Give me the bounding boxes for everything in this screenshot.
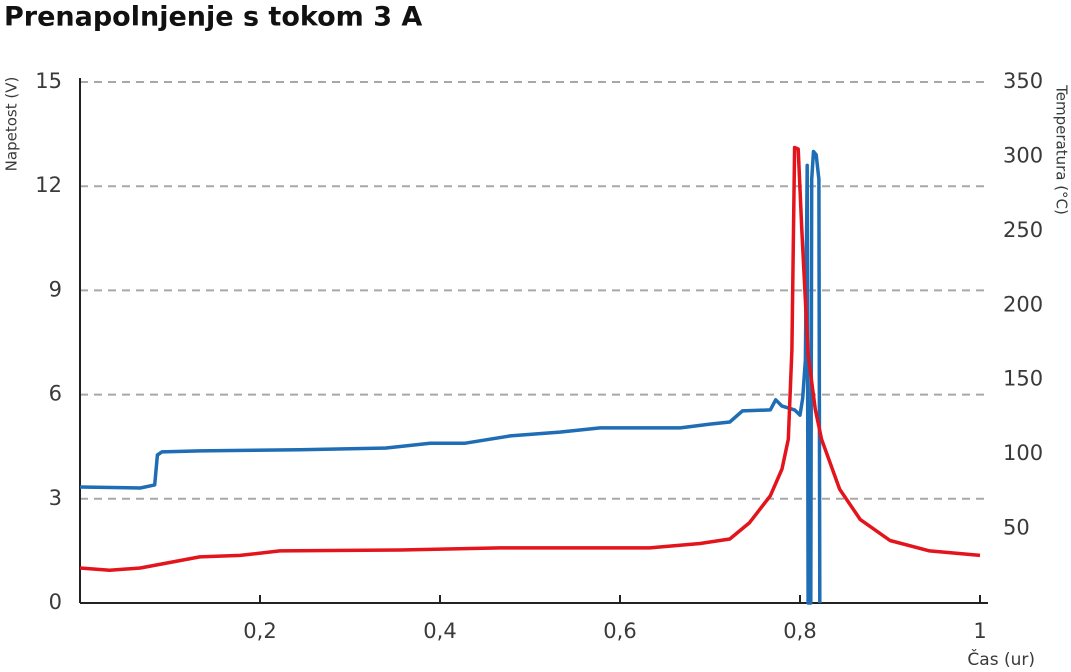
y2-tick-label: 300 <box>1003 143 1043 167</box>
x-tick-label: 0,8 <box>783 619 816 643</box>
series-line <box>79 149 822 605</box>
series-line <box>79 145 981 573</box>
y2-tick-label: 50 <box>1003 516 1030 540</box>
x-tick-label: 1 <box>973 619 986 643</box>
y-tick-label: 3 <box>49 486 62 510</box>
x-tick-label: 0,2 <box>243 619 276 643</box>
y-tick-label: 6 <box>49 382 62 406</box>
x-tick-label: 0,4 <box>423 619 456 643</box>
y2-tick-label: 150 <box>1003 367 1043 391</box>
y2-tick-label: 200 <box>1003 292 1043 316</box>
y2-axis-label: Temperatura (°C) <box>1053 84 1071 215</box>
x-axis-label: Čas (ur) <box>967 648 1035 670</box>
y-tick-label: 0 <box>49 590 62 614</box>
y-axis-label: Napetost (V) <box>3 77 21 172</box>
y-tick-label: 12 <box>35 173 62 197</box>
y-tick-label: 9 <box>49 277 62 301</box>
y-tick-label: 15 <box>35 69 62 93</box>
y2-tick-label: 100 <box>1003 441 1043 465</box>
x-tick-label: 0,6 <box>603 619 636 643</box>
y2-tick-label: 350 <box>1003 69 1043 93</box>
y2-tick-label: 250 <box>1003 218 1043 242</box>
chart-title: Prenapolnjenje s tokom 3 A <box>4 2 422 33</box>
